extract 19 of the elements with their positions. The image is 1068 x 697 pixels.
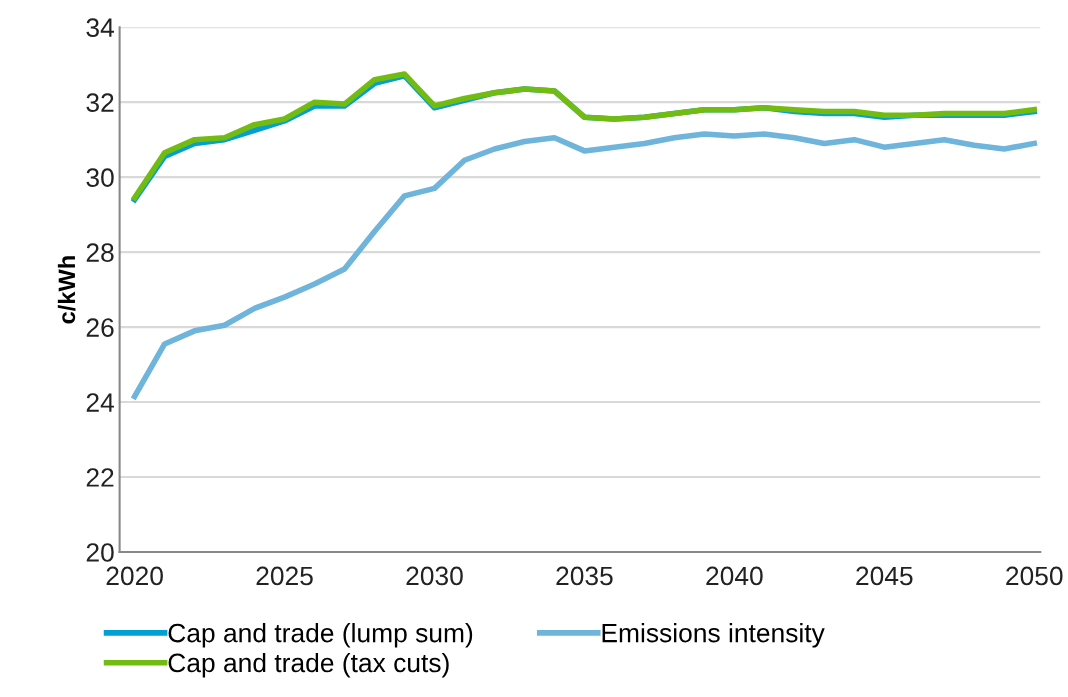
y-tick-label: 22: [86, 468, 114, 487]
y-tick-label: 24: [86, 393, 114, 412]
legend-label: Cap and trade (tax cuts): [168, 652, 449, 678]
legend-label: Emissions intensity: [602, 623, 825, 648]
x-tick-label: 2040: [706, 566, 763, 586]
x-tick-label: 2030: [406, 566, 463, 586]
y-tick-label: 28: [86, 243, 114, 262]
y-tick-label: 32: [86, 93, 114, 112]
x-tick-label: 2045: [856, 566, 913, 586]
legend-label: Cap and trade (lump sum): [168, 623, 473, 648]
y-tick-label: 34: [86, 18, 114, 37]
x-tick-label: 2035: [556, 566, 613, 586]
y-tick-label: 20: [86, 543, 114, 562]
y-tick-label: 26: [86, 318, 114, 337]
x-tick-label: 2050: [1006, 566, 1063, 586]
x-tick-label: 2025: [256, 566, 313, 586]
y-axis-title: c/kWh: [57, 256, 76, 324]
y-tick-label: 30: [86, 168, 114, 187]
x-tick-label: 2020: [106, 566, 163, 586]
